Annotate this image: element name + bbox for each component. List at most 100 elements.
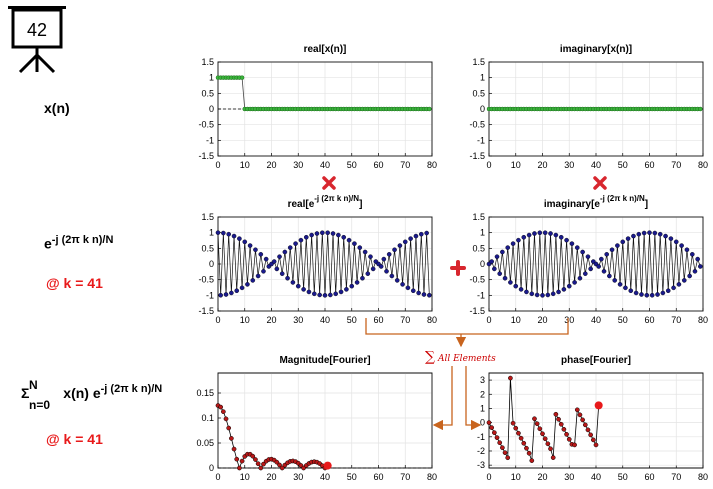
data-point: [492, 266, 497, 272]
y-tick-label: -1.5: [469, 151, 485, 161]
y-tick-label: -0.5: [198, 275, 214, 285]
data-point: [588, 266, 593, 272]
data-point: [397, 243, 403, 248]
data-point: [526, 232, 532, 238]
data-point: [583, 271, 588, 276]
data-point: [596, 264, 601, 269]
plus-icon: [450, 260, 466, 276]
y-tick-label: 1.5: [472, 57, 485, 67]
data-point: [577, 275, 583, 281]
y-tick-label: -0.5: [469, 275, 485, 285]
y-tick-label: -3: [477, 460, 485, 470]
x-tick-label: 50: [618, 160, 628, 170]
data-point: [386, 252, 392, 257]
sum-body: x(n) e: [59, 384, 101, 401]
sum-exponent: -j (2π k n)/N: [100, 383, 163, 395]
x-tick-label: 70: [400, 472, 410, 482]
x-tick-label: 80: [698, 160, 708, 170]
data-point: [309, 232, 314, 238]
x-tick-label: 70: [671, 472, 681, 482]
data-point: [489, 425, 495, 430]
data-point: [242, 239, 248, 245]
chart-title: Magnitude[Fourier]: [279, 355, 370, 366]
data-point: [623, 285, 628, 291]
data-point: [497, 440, 503, 446]
sum-symbol: ∑: [425, 349, 435, 365]
data-point: [352, 241, 357, 246]
kernel-exponent: -j (2π k n)/N: [51, 234, 114, 246]
x-tick-label: 30: [564, 315, 574, 325]
data-point: [277, 462, 282, 468]
x-tick-label: 0: [486, 315, 491, 325]
sum-upper-limit: N: [29, 377, 38, 392]
data-point: [561, 426, 567, 432]
y-tick-label: 0: [480, 104, 485, 114]
y-tick-label: 0.5: [201, 88, 214, 98]
data-point: [516, 430, 521, 436]
data-point: [665, 288, 671, 294]
data-point: [277, 254, 282, 259]
data-point: [636, 231, 642, 237]
y-tick-label: 0: [209, 104, 214, 114]
data-point: [486, 420, 492, 425]
data-point: [229, 436, 234, 441]
data-point: [218, 292, 223, 298]
data-point: [532, 416, 537, 422]
data-point: [298, 237, 304, 243]
chart-imag-kernel: 0 10 20 30 40 50 60 70 80 1.5 1 0.5 0 -0.5 -1 -1.5 imagi…: [469, 194, 708, 325]
title-end: ]: [645, 199, 648, 210]
data-point: [370, 266, 376, 272]
data-point: [615, 243, 620, 248]
data-point: [263, 256, 269, 262]
data-point: [378, 264, 384, 269]
y-tick-label: 0.5: [472, 243, 485, 253]
x-tick-label: 60: [644, 472, 654, 482]
y-tick-label: 0.5: [201, 243, 214, 253]
x-tick-label: 20: [266, 315, 276, 325]
x-tick-label: 80: [427, 472, 437, 482]
data-point: [400, 282, 405, 287]
y-tick-label: -0.5: [198, 120, 214, 130]
x-tick-label: 30: [293, 472, 303, 482]
data-point: [518, 287, 524, 292]
data-point: [633, 290, 639, 296]
data-point: [500, 445, 505, 451]
highlight-point: [594, 401, 603, 410]
data-point: [529, 291, 535, 297]
data-point: [226, 231, 231, 237]
title-end: ]: [359, 199, 362, 210]
data-point: [518, 435, 524, 441]
multiply-icon: [593, 176, 607, 190]
data-point: [231, 233, 237, 239]
y-tick-label: 1.5: [201, 212, 214, 222]
data-point: [427, 106, 432, 112]
data-point: [245, 282, 250, 287]
data-point: [617, 282, 623, 287]
data-point: [537, 426, 543, 432]
data-point: [231, 446, 237, 452]
y-tick-label: 3: [480, 375, 485, 385]
data-point: [508, 280, 513, 285]
data-point: [545, 441, 551, 447]
data-point: [489, 259, 494, 264]
y-tick-label: 0: [209, 259, 214, 269]
y-tick-label: 1.5: [201, 57, 214, 67]
data-point: [418, 231, 424, 237]
data-point: [303, 234, 309, 240]
data-point: [360, 275, 365, 281]
y-tick-label: 1: [209, 73, 214, 83]
data-point: [687, 273, 692, 279]
highlight-point: [323, 461, 332, 470]
data-point: [588, 432, 594, 438]
chart-phase: 0 10 20 30 40 50 60 70 803210-1-2-3phase[Fourier…: [477, 355, 708, 482]
data-point: [239, 75, 245, 80]
dft-sum-label: Σ N n=0 x(n) e-j (2π k n)/N: [21, 378, 163, 412]
data-point: [628, 288, 634, 294]
data-point: [508, 375, 513, 381]
data-point: [413, 233, 419, 239]
data-point: [357, 245, 363, 250]
data-point: [679, 243, 684, 248]
data-point: [500, 249, 505, 255]
x-tick-label: 20: [537, 315, 547, 325]
y-tick-label: 0.15: [196, 388, 214, 398]
